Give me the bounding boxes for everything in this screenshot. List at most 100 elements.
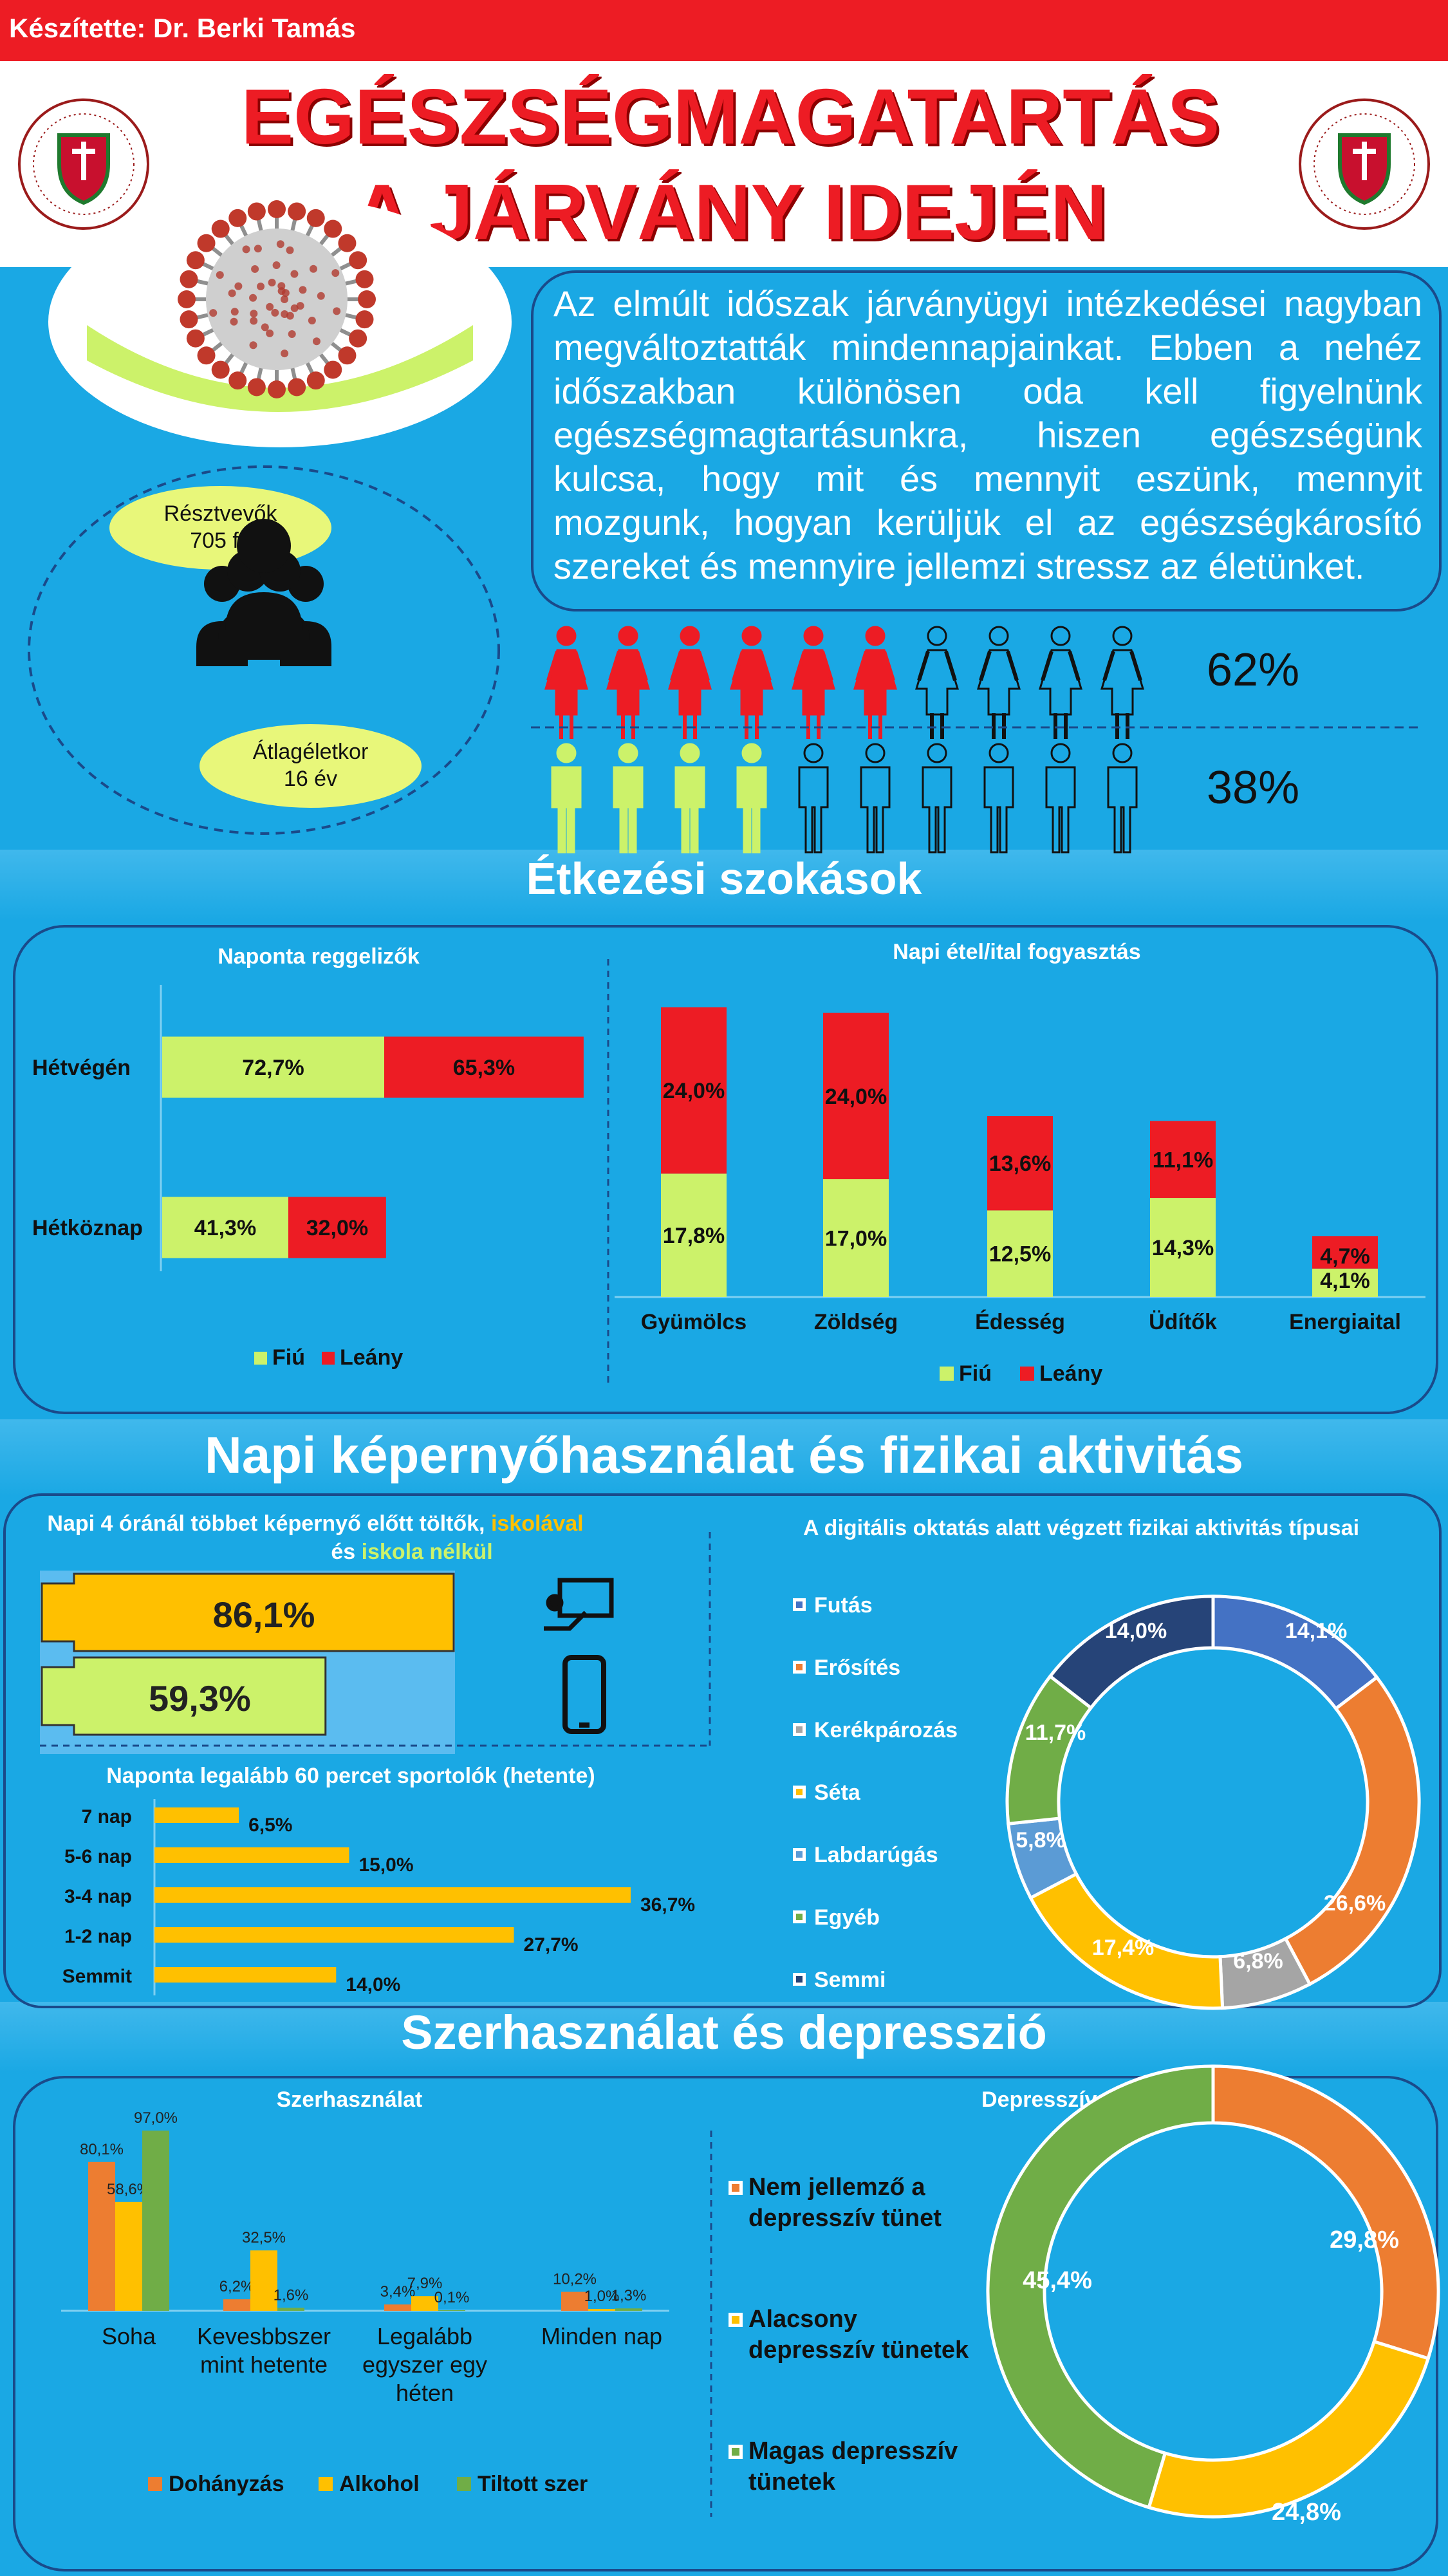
activity-legend-swatch xyxy=(796,1851,803,1858)
substance-section-band xyxy=(0,2002,1448,2073)
person-body xyxy=(225,592,302,650)
virus-spike-head xyxy=(211,360,230,379)
sports-bar-label: 6,5% xyxy=(248,1815,292,1836)
female-icon-filled xyxy=(853,626,898,739)
virus-dot xyxy=(230,308,239,316)
male-body xyxy=(736,766,767,854)
female-dress xyxy=(976,649,1021,716)
virus-spike-head xyxy=(338,346,357,365)
female-limbs xyxy=(732,651,772,739)
female-icon-filled xyxy=(544,626,589,739)
eating-section-title: Étkezési szokások xyxy=(526,854,922,904)
virus-spike-head xyxy=(247,202,266,221)
food-bar-label: 14,3% xyxy=(1152,1236,1214,1260)
depression-slice xyxy=(1211,2064,1440,2361)
male-head xyxy=(927,743,947,763)
male-body xyxy=(1045,766,1076,854)
breakfast-bar-label: 72,7% xyxy=(242,1056,304,1080)
sports-bar xyxy=(154,1887,631,1903)
screen-bar xyxy=(41,1656,327,1736)
substance-bar-label: 80,1% xyxy=(80,2141,124,2158)
age-label: Átlagéletkor xyxy=(252,740,369,764)
board-frame xyxy=(557,1578,614,1618)
male-icon-filled xyxy=(551,743,582,854)
substance-bar xyxy=(115,2201,142,2311)
food-bar-label: 12,5% xyxy=(989,1242,1051,1267)
female-limbs xyxy=(794,651,833,739)
author-label: Készítette: Dr. Berki Tamás xyxy=(9,13,356,43)
screen-box xyxy=(3,1493,1442,2008)
substance-legend-label: Alkohol xyxy=(339,2472,420,2496)
male-head xyxy=(680,743,700,763)
virus-dot xyxy=(234,282,243,290)
breakfast-bar-label: 41,3% xyxy=(194,1216,256,1240)
virus-dot xyxy=(281,295,288,303)
male-body xyxy=(613,766,644,854)
male-body xyxy=(983,766,1014,854)
female-limbs xyxy=(670,651,710,739)
female-dress xyxy=(729,649,774,716)
depression-slice-label: 45,4% xyxy=(1023,2267,1092,2294)
depression-legend-label: Nem jellemző a xyxy=(748,2174,925,2201)
depression-slice-label: 29,8% xyxy=(1330,2226,1399,2254)
virus-dot xyxy=(261,323,269,331)
substance-bar-label: 0,1% xyxy=(434,2289,470,2306)
sports-category-label: 5-6 nap xyxy=(64,1846,132,1867)
screen-bar-label: 86,1% xyxy=(213,1594,315,1635)
female-dress xyxy=(606,649,651,716)
breakfast-bar xyxy=(288,1197,386,1258)
screen-section-title: Napi képernyőhasználat és fizikai aktivi… xyxy=(204,1426,1244,1484)
female-head xyxy=(680,626,700,646)
virus-dot xyxy=(266,329,274,337)
activity-chart-title: A digitális oktatás alatt végzett fizika… xyxy=(803,1516,1359,1540)
male-head xyxy=(556,743,577,763)
female-icon-filled xyxy=(791,626,836,739)
participants-badge: Résztvevők 705 fő xyxy=(109,486,331,570)
virus-spike-head xyxy=(338,234,357,252)
food-bar-label: 17,8% xyxy=(663,1224,725,1248)
male-head xyxy=(741,743,762,763)
substance-legend-swatch xyxy=(457,2477,471,2491)
substance-bar-label: 1,6% xyxy=(274,2286,309,2304)
virus-dot xyxy=(277,287,286,295)
depression-legend-swatch xyxy=(732,2316,739,2324)
substance-bar xyxy=(438,2310,465,2311)
sports-category-label: 3-4 nap xyxy=(64,1886,132,1907)
male-icon-outline xyxy=(983,743,1014,854)
breakfast-legend-label: Fiú xyxy=(272,1345,305,1370)
breakfast-chart-title: Naponta reggelizők xyxy=(218,944,420,969)
virus-dot xyxy=(249,294,257,302)
activity-legend-swatch xyxy=(796,1664,803,1670)
food-bar-label: 17,0% xyxy=(825,1226,887,1251)
virus-dot xyxy=(299,286,307,294)
depression-legend-label: Magas depresszív xyxy=(748,2438,958,2465)
food-legend-label: Fiú xyxy=(959,1361,992,1386)
virus-dot xyxy=(250,317,258,325)
breakfast-legend-swatch xyxy=(322,1352,335,1365)
virus-dot xyxy=(281,310,289,318)
eating-box xyxy=(13,925,1438,1414)
virus-dot xyxy=(333,307,341,315)
screen-title-school: iskolával xyxy=(491,1511,584,1536)
virus-spike-head xyxy=(355,270,374,288)
female-limbs xyxy=(1102,651,1142,739)
virus-dot xyxy=(272,261,281,270)
university-logo-text-ring xyxy=(1313,113,1415,215)
male-head xyxy=(618,743,638,763)
female-head xyxy=(618,626,638,646)
substance-legend-swatch xyxy=(148,2477,162,2491)
breakfast-bar-label: 65,3% xyxy=(453,1056,515,1080)
sports-category-label: Semmit xyxy=(62,1966,132,1987)
virus-spike-head xyxy=(186,329,205,348)
teaching-board-icon xyxy=(544,1578,614,1631)
male-icon-outline xyxy=(1107,743,1138,854)
female-head xyxy=(927,626,947,646)
food-legend-label: Leány xyxy=(1039,1361,1102,1386)
sports-bar xyxy=(154,1927,514,1943)
screen-title-noschool: iskola nélkül xyxy=(362,1540,493,1564)
virus-dot xyxy=(317,292,325,300)
virus-dot xyxy=(268,279,276,287)
intro-text: Az elmúlt időszak járványügyi intézkedés… xyxy=(553,283,1422,586)
female-head xyxy=(865,626,886,646)
substance-category-label: héten xyxy=(396,2380,454,2406)
